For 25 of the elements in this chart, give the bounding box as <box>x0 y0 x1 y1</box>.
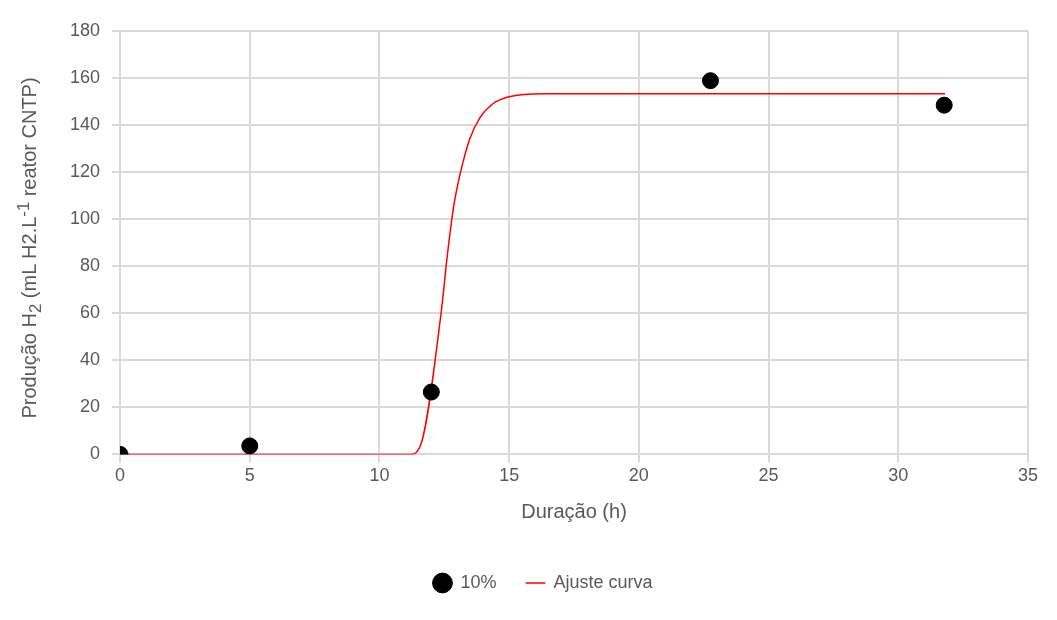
x-tick-label: 20 <box>628 465 649 486</box>
y-tick-label: 0 <box>90 443 101 464</box>
x-axis-title: Duração (h) <box>521 499 627 522</box>
y-tick-label: 180 <box>69 19 101 40</box>
y-tick-label: 60 <box>80 302 101 323</box>
x-tick-label: 15 <box>499 465 520 486</box>
y-tick-label: 160 <box>69 66 101 87</box>
y-tick-label: 140 <box>69 113 101 134</box>
x-tick-label: 5 <box>244 465 255 486</box>
y-tick-label: 100 <box>69 208 101 229</box>
x-tick-label: 35 <box>1017 465 1039 486</box>
legend-label: 10% <box>460 571 497 592</box>
y-tick-label: 120 <box>69 160 101 181</box>
point <box>935 96 953 114</box>
y-tick-label: 40 <box>80 349 101 370</box>
point <box>701 72 719 90</box>
point <box>241 437 259 455</box>
y-tick-label: 80 <box>80 255 101 276</box>
x-tick-label: 30 <box>888 465 909 486</box>
legend-label: Ajuste curva <box>553 571 654 592</box>
x-tick-label: 10 <box>369 465 390 486</box>
x-tick-label: 25 <box>758 465 779 486</box>
x-tick-label: 0 <box>115 465 126 486</box>
point <box>422 383 440 401</box>
y-tick-label: 20 <box>80 396 101 417</box>
